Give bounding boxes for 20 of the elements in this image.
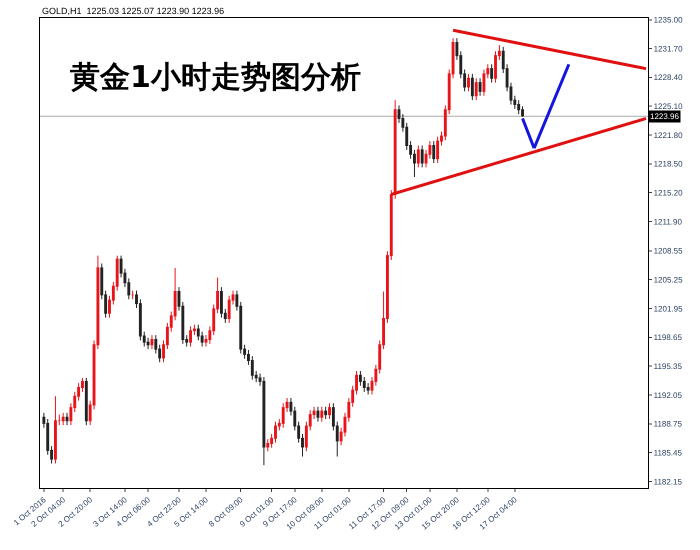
y-tick-label: 1195.35 <box>654 362 682 371</box>
y-tick-label: 1201.95 <box>654 304 684 314</box>
y-tick-label: 1215.20 <box>654 188 684 198</box>
ref-line-label: 1223.96 <box>650 112 680 121</box>
y-tick-label: 1188.75 <box>654 420 682 429</box>
y-tick-label: 1211.90 <box>654 217 682 226</box>
y-tick-label: 1205.25 <box>654 275 684 284</box>
y-tick-label: 1208.55 <box>654 246 684 256</box>
y-tick-label: 1182.15 <box>654 477 682 486</box>
y-tick-label: 1192.05 <box>654 390 682 400</box>
y-tick-label: 1228.40 <box>654 73 684 82</box>
y-tick-label: 1185.45 <box>654 448 682 458</box>
y-tick-label: 1198.65 <box>654 333 682 342</box>
y-tick-label: 1221.80 <box>654 130 684 140</box>
y-tick-label: 1231.70 <box>654 44 684 54</box>
y-tick-label: 1235.00 <box>654 16 684 25</box>
y-tick-label: 1225.10 <box>654 102 684 112</box>
chart-subtitle: GOLD,H1 1225.03 1225.07 1223.90 1223.96 <box>42 6 224 16</box>
text: 黄金1小时走势图分析 <box>70 60 361 95</box>
y-tick-label: 1218.50 <box>654 160 684 169</box>
